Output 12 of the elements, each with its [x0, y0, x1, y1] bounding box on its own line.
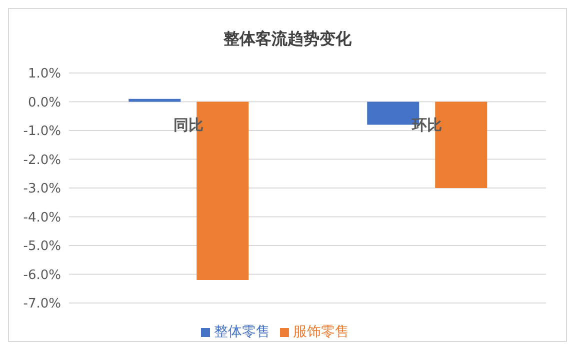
y-tick-label: -2.0%: [23, 152, 61, 168]
y-tick-label: -1.0%: [23, 124, 61, 140]
legend-label: 整体零售: [214, 324, 270, 340]
y-tick-label: -5.0%: [23, 239, 61, 254]
y-tick-label: -4.0%: [23, 210, 61, 226]
y-tick-label: 0.0%: [28, 95, 61, 110]
y-tick-label: -7.0%: [23, 296, 61, 312]
legend-label: 服饰零售: [293, 324, 349, 340]
chart-title: 整体客流趋势变化: [222, 28, 352, 50]
y-tick-label: -6.0%: [23, 268, 61, 283]
y-tick-label: 1.0%: [28, 66, 61, 82]
y-tick-label: -3.0%: [23, 182, 61, 197]
